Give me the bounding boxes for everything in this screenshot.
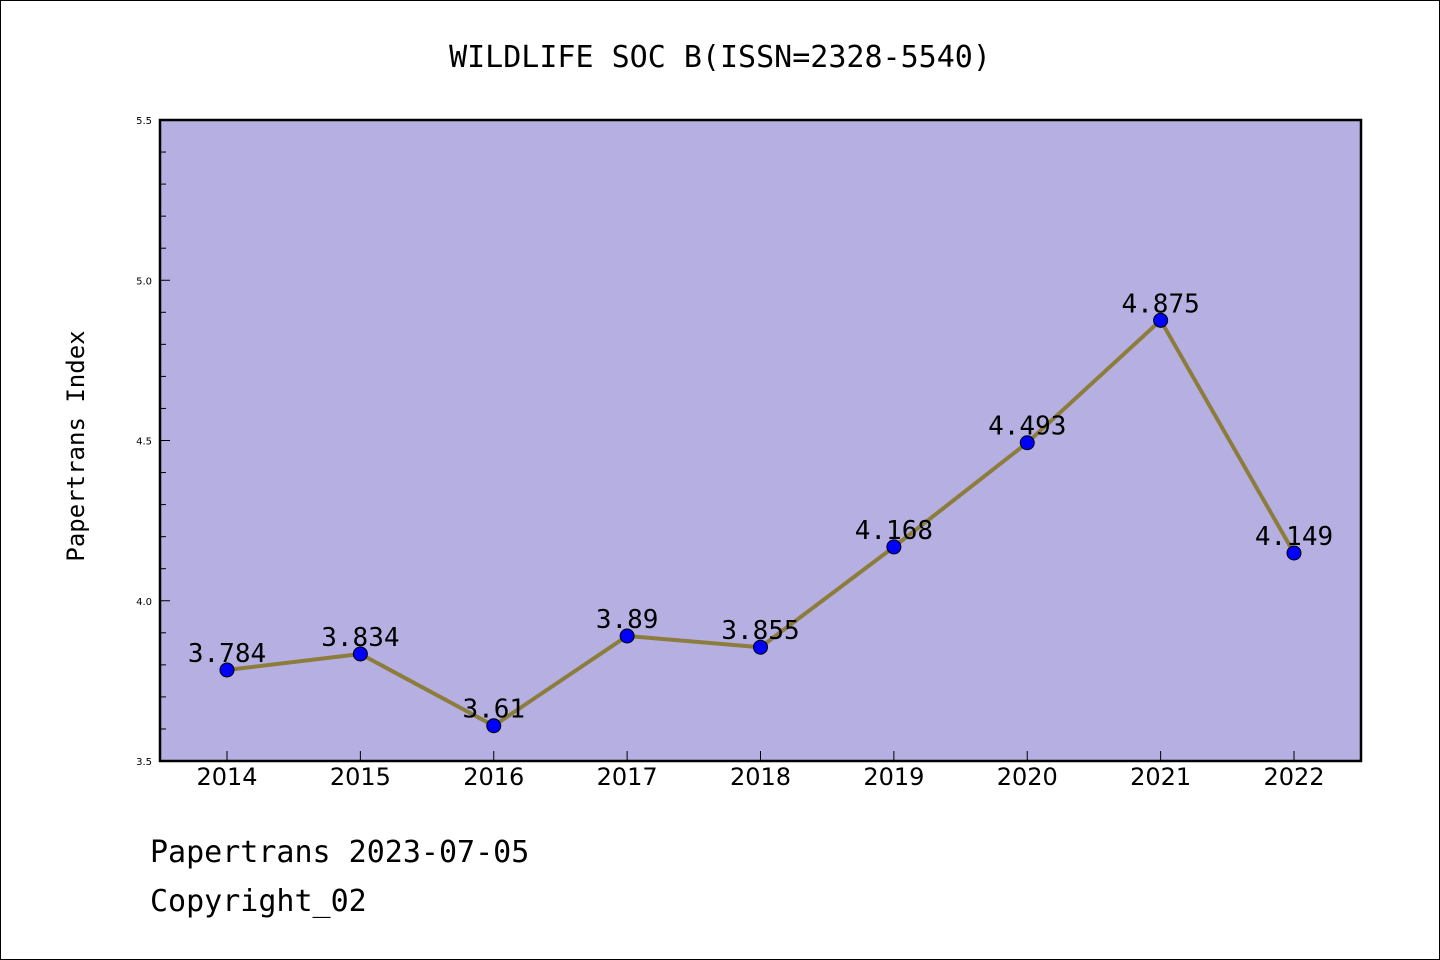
data-point-marker xyxy=(753,639,768,655)
x-tick-label: 2014 xyxy=(196,763,257,791)
y-tick-label: 4.0 xyxy=(136,597,152,608)
data-label: 4.493 xyxy=(988,412,1066,442)
x-tick-label: 2016 xyxy=(463,763,524,791)
x-tick-label: 2021 xyxy=(1130,763,1191,791)
y-tick-label: 5.5 xyxy=(136,116,152,127)
y-axis-label: Papertrans Index xyxy=(62,330,90,561)
data-label: 3.784 xyxy=(188,639,266,669)
data-point-marker xyxy=(1286,545,1302,561)
data-point-marker xyxy=(1019,435,1035,451)
data-label: 3.834 xyxy=(321,623,399,653)
data-label: 3.89 xyxy=(596,605,659,635)
data-label: 4.875 xyxy=(1121,289,1199,319)
footer-copyright-text: Copyright_02 xyxy=(150,884,367,919)
data-label: 3.855 xyxy=(721,616,799,646)
data-point-marker xyxy=(219,662,235,678)
data-points xyxy=(219,312,1302,734)
x-axis: 2014 2015 2016 2017 2018 2019 2020 2021 2022 xyxy=(196,751,1325,791)
x-tick-label: 2019 xyxy=(863,763,924,791)
data-labels: 3.784 3.834 3.61 3.89 3.855 4.168 4.493 4.875 4.… xyxy=(188,289,1333,724)
y-tick-label: 3.5 xyxy=(136,757,152,768)
x-tick-label: 2018 xyxy=(730,763,791,791)
footer-date-text: Papertrans 2023-07-05 xyxy=(150,835,530,870)
data-point-marker xyxy=(619,628,635,644)
chart-title: WILDLIFE SOC B(ISSN=2328-5540) xyxy=(449,40,991,75)
y-tick-label: 5.0 xyxy=(136,276,152,287)
x-tick-label: 2020 xyxy=(997,763,1058,791)
plot-area xyxy=(158,118,1363,763)
x-tick-label: 2015 xyxy=(330,763,391,791)
data-label: 4.149 xyxy=(1255,522,1333,552)
data-label: 3.61 xyxy=(462,695,525,725)
data-point-marker xyxy=(352,646,368,662)
data-label: 4.168 xyxy=(855,516,933,546)
data-point-marker xyxy=(886,539,902,555)
x-tick-label: 2017 xyxy=(597,763,658,791)
y-axis: 3.5 4.0 4.5 5.0 5.5 xyxy=(136,116,170,768)
data-point-marker xyxy=(486,718,502,734)
y-tick-label: 4.5 xyxy=(136,437,152,448)
data-point-marker xyxy=(1153,312,1169,328)
x-tick-label: 2022 xyxy=(1263,763,1324,791)
